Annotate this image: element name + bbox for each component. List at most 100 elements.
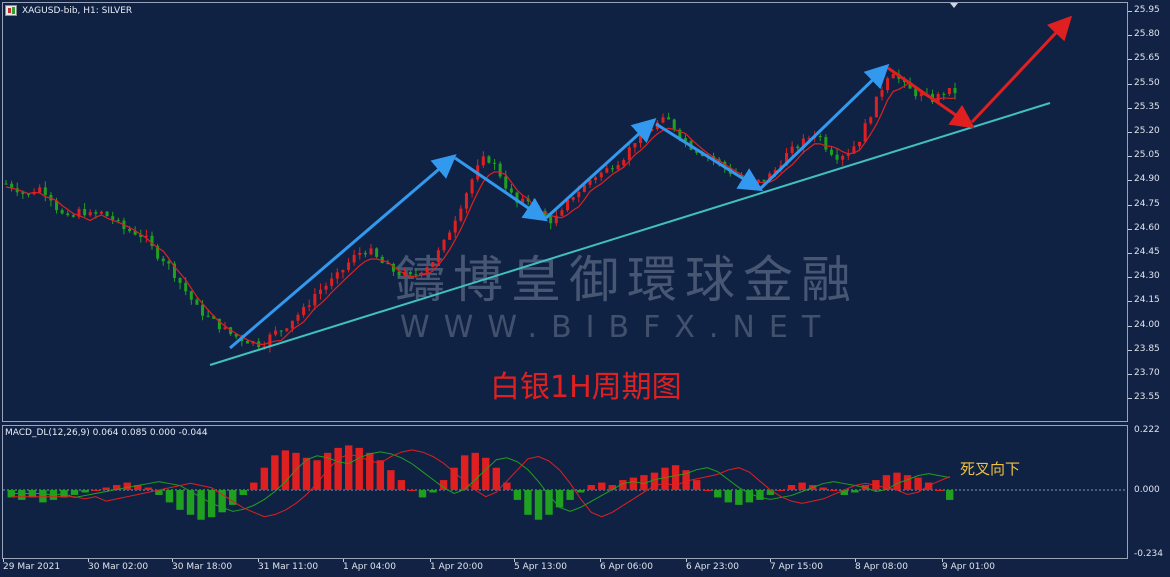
candle-body [144, 235, 148, 237]
time-axis-tick [770, 559, 771, 562]
price-axis-tick [1128, 83, 1132, 85]
candle-body [347, 262, 351, 270]
candle-body [94, 212, 98, 214]
price-axis-label: 25.80 [1134, 29, 1160, 40]
macd-histogram-bar [619, 480, 627, 490]
candle-body [21, 192, 25, 194]
candle-body [936, 93, 940, 103]
price-axis-tick [1128, 156, 1132, 158]
candle-body [77, 208, 81, 217]
price-axis-label: 24.45 [1134, 247, 1160, 257]
candle-body [245, 341, 249, 344]
time-axis-tick [855, 559, 856, 562]
time-axis-label: 1 Apr 04:00 [343, 562, 396, 572]
candle-body [161, 258, 165, 262]
candle-body [773, 169, 777, 174]
macd-histogram-bar [271, 455, 279, 490]
chart-annotation-title: 白银1H周期图 [490, 370, 682, 405]
candle-body [891, 74, 895, 79]
time-axis-label: 30 Mar 02:00 [88, 562, 149, 572]
time-axis-label: 6 Apr 06:00 [600, 562, 653, 572]
candle-body [835, 154, 839, 160]
macd-histogram-bar [355, 447, 363, 490]
candle-body [318, 289, 322, 294]
macd-histogram-bar [714, 490, 722, 498]
macd-histogram-bar [229, 490, 237, 505]
macd-histogram-bar [661, 467, 669, 490]
candle-body [358, 252, 362, 255]
candle-body [942, 93, 946, 95]
candle-body [470, 179, 474, 194]
macd-histogram-bar [819, 487, 827, 490]
candle-body [397, 271, 401, 276]
price-axis-tick [1128, 11, 1132, 12]
candle-body [459, 208, 463, 221]
macd-histogram-bar [186, 490, 195, 515]
price-axis-tick [1128, 204, 1132, 206]
time-axis-label: 8 Apr 08:00 [855, 562, 908, 572]
time-axis-tick [258, 559, 259, 562]
macd-histogram-bar [777, 490, 785, 491]
candle-body [128, 229, 132, 232]
trend-arrow [229, 154, 457, 350]
candle-body [195, 299, 199, 305]
candle-body [10, 183, 14, 189]
candle-body [790, 146, 794, 153]
macd-histogram-bar [387, 470, 395, 490]
candle-body [588, 180, 592, 185]
candle-body [274, 330, 278, 335]
candle-body [26, 193, 30, 195]
macd-histogram-bar [830, 490, 838, 491]
candle-body [436, 250, 440, 263]
macd-histogram-bar [766, 490, 775, 495]
price-axis-tick [1128, 132, 1132, 133]
candle-body [290, 320, 294, 329]
candle-body [296, 314, 300, 321]
macd-histogram-bar [165, 490, 174, 503]
candle-body [914, 88, 918, 97]
price-axis-label: 25.35 [1134, 101, 1160, 112]
candle-body [32, 192, 36, 195]
macd-axis-top-label: 0.222 [1134, 425, 1160, 435]
price-axis-tick [1128, 349, 1132, 351]
time-axis-label: 6 Apr 23:00 [686, 562, 739, 572]
macd-main-line [11, 449, 950, 518]
trend-arrow [454, 156, 548, 222]
time-axis-tick [3, 559, 4, 562]
candle-body [139, 234, 143, 237]
candle-body [627, 147, 631, 161]
macd-histogram-bar [935, 490, 943, 491]
macd-histogram-bar [903, 475, 912, 490]
macd-histogram-bar [450, 467, 458, 490]
price-axis-label: 23.70 [1134, 368, 1160, 378]
candle-body [683, 138, 687, 142]
candle-body [858, 141, 862, 147]
macd-signal-line [11, 451, 950, 512]
macd-histogram-bar [418, 490, 427, 498]
chart-window-icon[interactable] [5, 5, 17, 16]
candle-body [504, 176, 508, 189]
candle-body [481, 156, 485, 166]
macd-histogram-bar [671, 465, 680, 490]
candle-body [212, 315, 216, 319]
macd-histogram-bar [250, 482, 258, 490]
candle-body [330, 278, 334, 286]
chart-shift-marker-icon[interactable] [950, 3, 958, 8]
support-trendline [209, 102, 1051, 366]
candle-body [841, 155, 845, 160]
macd-histogram-bar [313, 460, 321, 490]
macd-histogram-bar [113, 485, 121, 490]
macd-histogram-bar [334, 447, 342, 490]
watermark-url-text: WWW.BIBFX.NET [400, 310, 835, 345]
candle-body [184, 282, 188, 292]
candle-body [15, 188, 19, 193]
macd-histogram-bar [81, 490, 89, 493]
macd-histogram-bar [566, 490, 574, 500]
price-chart-panel[interactable] [2, 2, 1128, 422]
candle-body [577, 191, 581, 198]
time-axis-label: 5 Apr 13:00 [514, 562, 567, 572]
price-axis-tick [1128, 253, 1132, 254]
macd-indicator-title: MACD_DL(12,26,9) 0.064 0.085 0.000 -0.04… [5, 428, 208, 438]
